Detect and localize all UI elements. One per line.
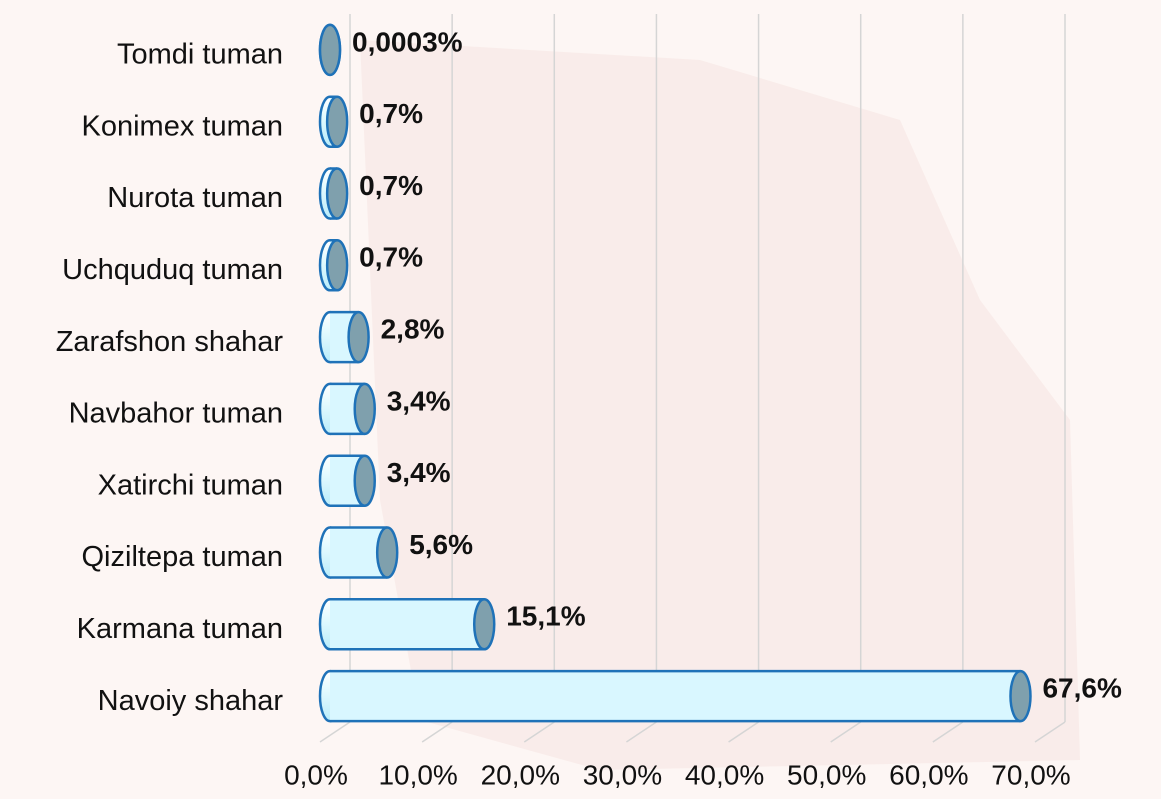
value-label: 0,7%: [359, 170, 423, 201]
bar-outline: [330, 310, 359, 364]
bar-cap: [325, 167, 349, 220]
x-tick-label: 40,0%: [685, 759, 764, 790]
bar-cap: [325, 95, 349, 148]
value-label: 0,7%: [359, 98, 423, 129]
bar-outline: [330, 454, 365, 507]
bar-cap: [1009, 669, 1032, 723]
y-tick-label: Konimex tuman: [82, 110, 284, 142]
value-label: 3,4%: [387, 385, 451, 416]
grid-line-floor: [319, 721, 351, 743]
grid-line-floor: [728, 721, 759, 743]
y-tick-label: Nurota tuman: [107, 182, 283, 214]
grid-line-floor: [523, 721, 555, 743]
grid-line-floor: [830, 721, 862, 743]
x-tick-label: 0,0%: [284, 759, 348, 790]
grid-line-floor: [421, 721, 453, 743]
x-tick-label: 10,0%: [378, 759, 457, 790]
x-tick-label: 30,0%: [583, 759, 662, 790]
y-tick-label: Navoiy shahar: [98, 685, 284, 717]
grid-line-floor: [932, 721, 964, 743]
x-tick-label: 60,0%: [889, 759, 968, 790]
bar-cap: [353, 382, 376, 436]
bar-cap: [353, 454, 376, 507]
y-tick-label: Qiziltepa tuman: [82, 541, 284, 573]
y-tick-label: Uchquduq tuman: [62, 254, 283, 286]
bar-outline: [330, 526, 388, 579]
value-label: 0,0003%: [352, 26, 463, 57]
grid-line-floor: [626, 721, 657, 743]
bar: [330, 599, 485, 650]
y-tick-label: Xatirchi tuman: [98, 469, 283, 501]
value-label: 3,4%: [387, 457, 451, 488]
y-tick-label: Tomdi tuman: [117, 39, 283, 71]
x-tick-label: 20,0%: [481, 759, 560, 790]
value-label: 2,8%: [381, 313, 445, 344]
y-tick-label: Zarafshon shahar: [56, 326, 284, 358]
bar-cap: [472, 598, 496, 651]
x-tick-label: 70,0%: [991, 759, 1070, 790]
bar-outline: [330, 669, 1021, 723]
y-tick-label: Karmana tuman: [77, 613, 283, 645]
bar-cap: [347, 310, 370, 364]
grid-line-floor: [1034, 721, 1066, 743]
value-label: 0,7%: [359, 242, 423, 273]
value-label: 15,1%: [506, 601, 585, 632]
bar-outline: [330, 598, 485, 651]
bar-cap: [325, 239, 349, 292]
y-tick-label: Navbahor tuman: [69, 398, 283, 430]
x-tick-label: 50,0%: [787, 759, 866, 790]
bar-outline: [330, 382, 365, 436]
value-label: 67,6%: [1042, 672, 1121, 703]
value-label: 5,6%: [409, 529, 473, 560]
background-map: [360, 40, 1080, 770]
bar-cap: [375, 526, 399, 579]
bar: [330, 671, 1021, 722]
bar-cap: [318, 23, 342, 77]
